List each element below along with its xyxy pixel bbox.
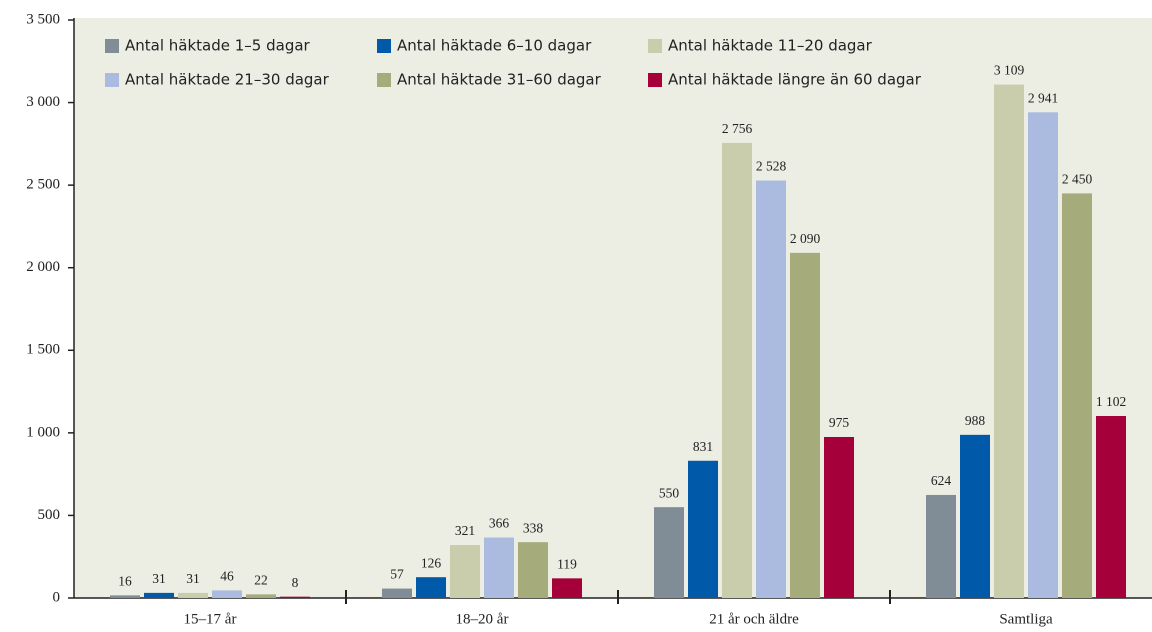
legend-swatch bbox=[377, 39, 391, 53]
value-label: 988 bbox=[965, 413, 986, 428]
legend-label: Antal häktade längre än 60 dagar bbox=[668, 71, 922, 89]
bar bbox=[144, 592, 174, 598]
value-label: 119 bbox=[557, 556, 577, 571]
bar bbox=[994, 84, 1024, 598]
value-label: 16 bbox=[118, 573, 132, 588]
y-tick-label: 2 500 bbox=[26, 177, 60, 193]
legend-swatch bbox=[105, 73, 119, 87]
value-label: 2 756 bbox=[722, 121, 753, 136]
value-label: 46 bbox=[220, 568, 234, 583]
value-label: 8 bbox=[292, 575, 299, 590]
value-label: 624 bbox=[931, 473, 952, 488]
bar bbox=[756, 180, 786, 598]
x-tick-label: Samtliga bbox=[999, 611, 1053, 627]
bar bbox=[654, 507, 684, 598]
legend-swatch bbox=[648, 39, 662, 53]
bar bbox=[926, 494, 956, 598]
y-tick-label: 500 bbox=[38, 507, 61, 523]
value-label: 2 528 bbox=[756, 159, 787, 174]
value-label: 550 bbox=[659, 485, 680, 500]
value-label: 3 109 bbox=[994, 63, 1025, 78]
value-label: 321 bbox=[455, 523, 475, 538]
legend-label: Antal häktade 21–30 dagar bbox=[125, 71, 330, 89]
y-tick-label: 3 000 bbox=[26, 94, 60, 110]
bar bbox=[484, 537, 514, 598]
bar bbox=[552, 578, 582, 598]
bar bbox=[450, 544, 480, 598]
bar bbox=[960, 434, 990, 598]
legend-label: Antal häktade 11–20 dagar bbox=[668, 37, 873, 55]
legend-label: Antal häktade 31–60 dagar bbox=[397, 71, 602, 89]
value-label: 338 bbox=[523, 520, 544, 535]
bar bbox=[722, 142, 752, 599]
bar bbox=[688, 460, 718, 598]
y-tick-label: 1 000 bbox=[26, 424, 60, 440]
bar bbox=[1096, 416, 1126, 598]
legend-swatch bbox=[105, 39, 119, 53]
bar bbox=[824, 436, 854, 598]
bar bbox=[382, 588, 412, 598]
bar bbox=[280, 596, 310, 598]
x-tick-label: 18–20 år bbox=[456, 611, 509, 627]
bar bbox=[178, 592, 208, 598]
value-label: 975 bbox=[829, 415, 850, 430]
legend-label: Antal häktade 6–10 dagar bbox=[397, 37, 592, 55]
bar bbox=[416, 577, 446, 598]
x-tick-label: 15–17 år bbox=[184, 611, 237, 627]
bar bbox=[212, 590, 242, 598]
value-label: 57 bbox=[390, 567, 404, 582]
y-tick-label: 0 bbox=[53, 589, 61, 605]
value-label: 2 941 bbox=[1028, 90, 1058, 105]
y-tick-label: 1 500 bbox=[26, 342, 60, 358]
value-label: 2 090 bbox=[790, 231, 821, 246]
value-label: 31 bbox=[186, 571, 200, 586]
value-label: 126 bbox=[421, 555, 442, 570]
y-tick-label: 3 500 bbox=[26, 11, 60, 27]
plot-background bbox=[74, 18, 1152, 598]
value-label: 2 450 bbox=[1062, 171, 1093, 186]
bar bbox=[1028, 112, 1058, 599]
value-label: 831 bbox=[693, 439, 713, 454]
value-label: 22 bbox=[254, 572, 268, 587]
legend-label: Antal häktade 1–5 dagar bbox=[125, 37, 311, 55]
legend-swatch bbox=[648, 73, 662, 87]
bar bbox=[246, 594, 276, 598]
bar bbox=[790, 252, 820, 598]
bar bbox=[110, 595, 140, 598]
value-label: 1 102 bbox=[1096, 394, 1126, 409]
value-label: 31 bbox=[152, 571, 166, 586]
bar bbox=[1062, 193, 1092, 598]
value-label: 366 bbox=[489, 516, 510, 531]
legend-swatch bbox=[377, 73, 391, 87]
y-tick-label: 2 000 bbox=[26, 259, 60, 275]
bar bbox=[518, 542, 548, 598]
x-tick-label: 21 år och äldre bbox=[709, 611, 799, 627]
